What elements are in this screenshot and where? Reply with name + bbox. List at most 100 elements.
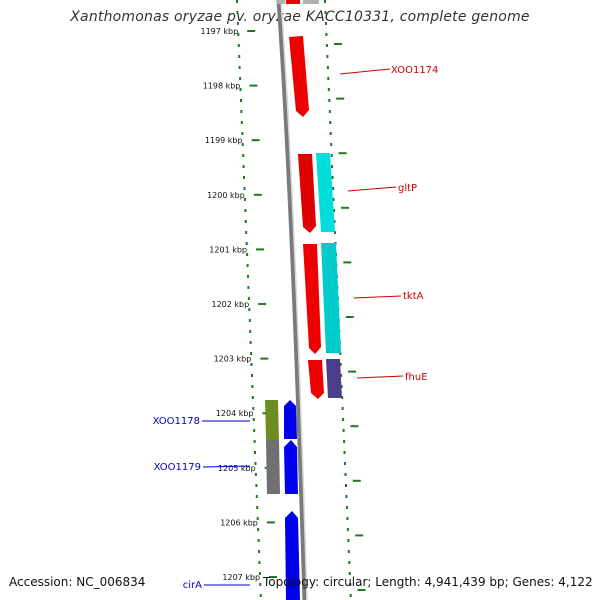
ruler-dot bbox=[245, 242, 248, 245]
ruler-dot bbox=[331, 165, 334, 168]
ruler-outer-major-tick bbox=[357, 589, 366, 591]
ruler-dot bbox=[240, 99, 242, 102]
ruler-dot bbox=[332, 198, 335, 201]
ruler-dot bbox=[348, 572, 351, 575]
ruler-dot bbox=[248, 308, 251, 311]
feature-fhue-purple[interactable] bbox=[326, 359, 342, 398]
ruler-dot bbox=[259, 594, 262, 597]
ruler-dot bbox=[330, 154, 333, 157]
ruler-dot bbox=[259, 583, 262, 586]
ruler-dot bbox=[257, 528, 260, 531]
feature-xoo1178[interactable] bbox=[284, 400, 297, 439]
ruler-major-tick bbox=[251, 139, 260, 142]
feature-fhue[interactable] bbox=[308, 360, 324, 399]
backbone-top-gray-2 bbox=[303, 0, 319, 4]
ruler-dot bbox=[325, 22, 327, 25]
ruler-dot bbox=[250, 352, 253, 355]
ruler-tick-label: 1199 kbp bbox=[205, 136, 243, 145]
label-xoo1179[interactable]: XOO1179 bbox=[154, 462, 201, 473]
ruler-dot bbox=[251, 374, 253, 377]
ruler-dot bbox=[246, 253, 249, 256]
ruler-major-tick bbox=[269, 576, 278, 578]
ruler-dot bbox=[344, 462, 346, 465]
feature-xoo1174[interactable] bbox=[289, 36, 309, 117]
ruler-dot bbox=[251, 385, 254, 388]
ruler-dot bbox=[344, 473, 347, 476]
ruler-dot bbox=[329, 121, 332, 124]
ruler-dot bbox=[251, 396, 254, 399]
ruler-tick-label: 1204 kbp bbox=[216, 409, 254, 418]
ruler-dot bbox=[238, 66, 241, 69]
feature-tkta-cyan[interactable] bbox=[321, 243, 341, 353]
ruler-dot bbox=[243, 187, 246, 190]
ruler-dot bbox=[252, 418, 255, 421]
ruler-dot bbox=[327, 77, 330, 80]
label-cira[interactable]: cirA bbox=[183, 580, 202, 591]
ruler-dot bbox=[257, 539, 260, 542]
accession-text: Accession: NC_006834 bbox=[9, 575, 146, 589]
ruler-labels: 1197 kbp 1198 kbp 1199 kbp 1200 kbp 1201 kbp… bbox=[200, 27, 278, 582]
feature-gltp[interactable] bbox=[298, 154, 316, 233]
feature-xoo1178-olive[interactable] bbox=[265, 400, 279, 440]
label-fhue[interactable]: fhuE bbox=[405, 372, 428, 383]
ruler-dot bbox=[247, 275, 249, 278]
ruler-dot bbox=[249, 330, 252, 333]
ruler-dot bbox=[240, 110, 243, 113]
ruler-major-tick bbox=[249, 84, 258, 87]
backbone-highlight bbox=[280, 0, 308, 600]
backbone-top-gray bbox=[277, 0, 285, 4]
ruler-dot bbox=[340, 385, 343, 388]
ruler-dot bbox=[343, 451, 346, 454]
ruler-major-tick bbox=[260, 357, 269, 360]
ruler-dot bbox=[238, 55, 241, 58]
ruler-tick-label: 1203 kbp bbox=[214, 355, 252, 364]
ruler-dot bbox=[254, 451, 256, 454]
ruler-outer-major-tick bbox=[345, 316, 354, 318]
ruler-dot bbox=[348, 561, 351, 564]
ruler-dot bbox=[341, 407, 344, 410]
ruler-tick-label: 1202 kbp bbox=[211, 300, 249, 309]
ruler-tick-label: 1207 kbp bbox=[222, 573, 260, 582]
ruler-tick-label: 1198 kbp bbox=[203, 82, 241, 91]
ruler-dot bbox=[349, 594, 352, 597]
feature-cira[interactable] bbox=[285, 511, 300, 600]
ruler-dot bbox=[255, 484, 258, 487]
ruler-dot bbox=[248, 319, 251, 322]
ruler-dot bbox=[324, 0, 326, 3]
ruler-outer-major-tick bbox=[336, 97, 345, 100]
label-xoo1174[interactable]: XOO1174 bbox=[391, 65, 438, 76]
ruler-outer-major-tick bbox=[341, 206, 349, 209]
ruler-dot bbox=[346, 517, 349, 520]
ruler-dot bbox=[330, 143, 333, 146]
label-gltp[interactable]: gltP bbox=[398, 183, 417, 194]
ruler-dot bbox=[253, 440, 256, 443]
ruler-tick-label: 1201 kbp bbox=[209, 245, 247, 254]
ruler-dot bbox=[345, 484, 347, 487]
ruler-dot bbox=[340, 374, 343, 377]
ruler-outer-major-tick bbox=[333, 43, 342, 45]
ruler-dot bbox=[347, 539, 350, 542]
ruler-dot bbox=[346, 528, 349, 531]
ruler-dot bbox=[242, 165, 245, 168]
ruler-dot bbox=[239, 77, 242, 80]
ruler-dot bbox=[343, 440, 346, 443]
ruler-dot bbox=[254, 462, 257, 465]
feature-xoo1179[interactable] bbox=[284, 440, 298, 494]
ruler-dot bbox=[245, 231, 248, 234]
feature-gltp-cyan[interactable] bbox=[316, 153, 335, 232]
ruler-dot bbox=[246, 264, 249, 267]
label-leaders bbox=[202, 68, 404, 586]
ruler-dot bbox=[341, 396, 344, 399]
feature-tkta[interactable] bbox=[303, 244, 321, 354]
label-tkta[interactable]: tktA bbox=[403, 291, 424, 302]
ruler-dot bbox=[250, 363, 253, 366]
label-xoo1178[interactable]: XOO1178 bbox=[153, 416, 200, 427]
ruler-tick-label: 1205 kbp bbox=[218, 464, 256, 473]
ruler-dot bbox=[327, 88, 330, 91]
ruler-dot bbox=[249, 341, 252, 344]
top-red-fragment bbox=[286, 0, 300, 4]
map-title: Xanthomonas oryzae pv. oryzae KACC10331,… bbox=[70, 9, 530, 25]
feature-xoo1179-gray[interactable] bbox=[266, 440, 280, 494]
ruler-dot bbox=[244, 209, 247, 212]
